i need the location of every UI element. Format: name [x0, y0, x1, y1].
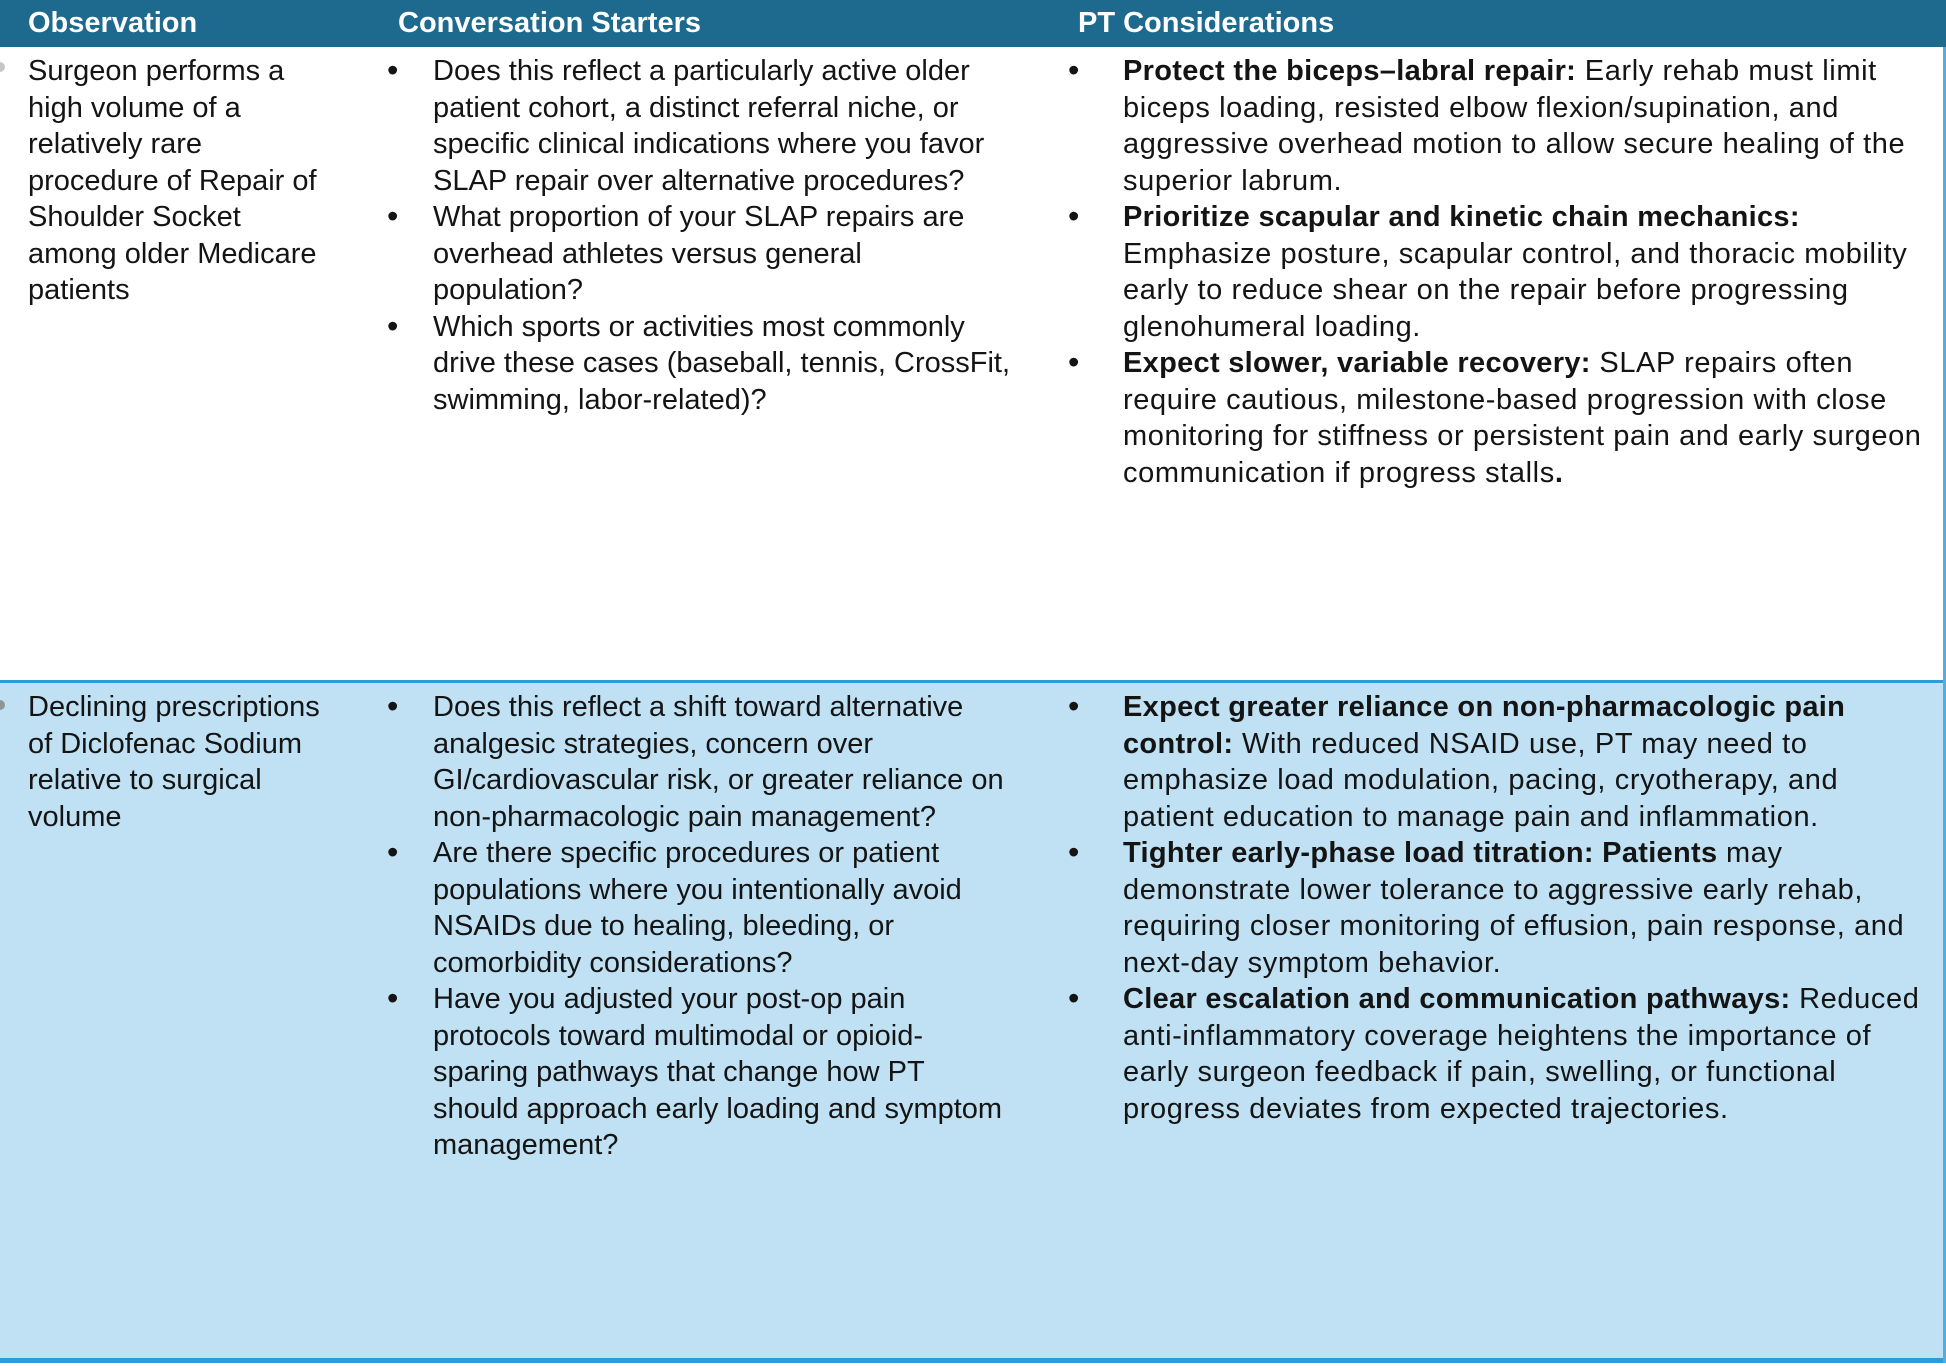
cropped-bullet-icon	[0, 62, 5, 72]
bullet-item: Expect slower, variable recovery: SLAP r…	[1068, 344, 1934, 491]
table-bottom-border	[0, 1358, 1946, 1363]
cropped-bullet-icon	[0, 700, 5, 710]
bullet-item: Protect the biceps–labral repair: Early …	[1068, 52, 1934, 199]
table-row: Declining prescriptions of Diclofenac So…	[0, 683, 1946, 1358]
table-right-border	[1943, 47, 1946, 1363]
bullet-item: Have you adjusted your post-op pain prot…	[387, 980, 1038, 1164]
bullet-item: Does this reflect a particularly active …	[387, 52, 1038, 199]
table-header-row: Observation Conversation Starters PT Con…	[0, 0, 1946, 47]
bullet-item: Clear escalation and communication pathw…	[1068, 980, 1934, 1127]
bullet-item: Expect greater reliance on non-pharmacol…	[1068, 688, 1934, 835]
bullet-item: Tighter early-phase load titration: Pati…	[1068, 834, 1934, 981]
conversation-starters-cell: Does this reflect a particularly active …	[370, 47, 1050, 680]
starters-list: Does this reflect a shift toward alterna…	[387, 688, 1038, 1164]
pt-considerations-cell: Protect the biceps–labral repair: Early …	[1050, 47, 1946, 680]
pt-considerations-cell: Expect greater reliance on non-pharmacol…	[1050, 683, 1946, 1358]
conversation-starters-cell: Does this reflect a shift toward alterna…	[370, 683, 1050, 1358]
observation-cell: Surgeon performs a high volume of a rela…	[28, 55, 317, 306]
header-cell-observation: Observation	[28, 7, 198, 39]
bullet-item: Does this reflect a shift toward alterna…	[387, 688, 1038, 835]
header-cell-pt-considerations: PT Considerations	[1078, 7, 1335, 39]
bullet-item: What proportion of your SLAP repairs are…	[387, 198, 1038, 309]
considerations-list: Expect greater reliance on non-pharmacol…	[1068, 688, 1934, 1127]
considerations-list: Protect the biceps–labral repair: Early …	[1068, 52, 1934, 491]
bullet-item: Are there specific procedures or patient…	[387, 834, 1038, 981]
header-cell-conversation-starters: Conversation Starters	[398, 7, 701, 39]
table-row: Surgeon performs a high volume of a rela…	[0, 47, 1946, 680]
bullet-item: Prioritize scapular and kinetic chain me…	[1068, 198, 1934, 345]
starters-list: Does this reflect a particularly active …	[387, 52, 1038, 419]
observation-cell: Declining prescriptions of Diclofenac So…	[28, 691, 320, 833]
row-divider-line	[0, 680, 1946, 683]
bullet-item: Which sports or activities most commonly…	[387, 308, 1038, 419]
